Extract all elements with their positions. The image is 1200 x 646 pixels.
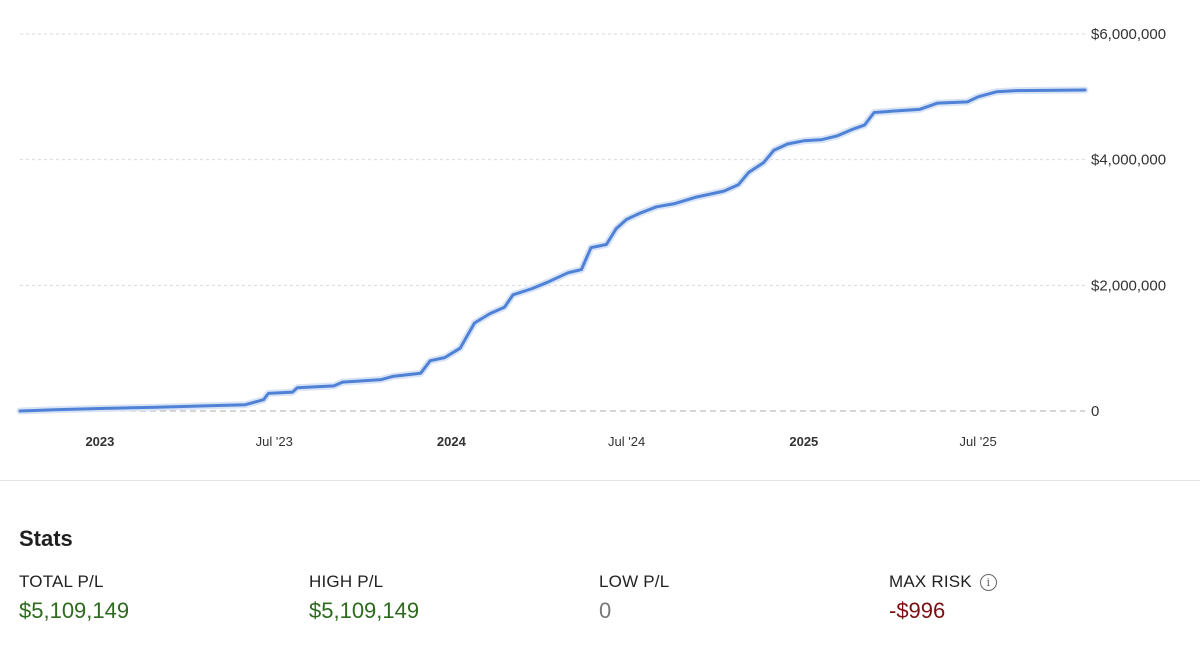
stat-high-pl: HIGH P/L $5,109,149 [309,571,419,624]
stats-heading: Stats [19,526,73,551]
y-tick-label: 0 [1091,403,1099,420]
x-tick-label: 2025 [789,434,818,449]
info-icon[interactable]: i [979,573,997,591]
series-line-halo [16,86,1089,415]
x-tick-label: 2023 [85,434,114,449]
pl-chart-svg: $6,000,000 $4,000,000 $2,000,000 0 2023 Jul … [16,26,1166,449]
stat-max-risk-label: MAX RISK [889,572,972,591]
section-divider [0,480,1200,481]
y-tick-label: $4,000,000 [1091,152,1166,169]
stat-low-pl-label: LOW P/L [599,572,670,591]
x-tick-label: Jul '24 [608,434,645,449]
x-tick-label: Jul '23 [256,434,293,449]
stat-low-pl: LOW P/L 0 [599,571,669,624]
pl-series-line [18,88,1087,413]
x-tick-label: Jul '25 [960,434,997,449]
y-tick-label: $2,000,000 [1091,277,1166,294]
stat-total-pl: TOTAL P/L $5,109,149 [19,571,129,624]
stat-high-pl-label: HIGH P/L [309,572,384,591]
stat-total-pl-value: $5,109,149 [19,598,130,623]
stat-total-pl-label: TOTAL P/L [19,572,104,591]
stat-high-pl-value: $5,109,149 [309,598,420,623]
stat-max-risk: MAX RISK i -$996 [889,571,997,624]
stat-max-risk-value: -$996 [889,598,946,623]
pl-chart: $6,000,000 $4,000,000 $2,000,000 0 2023 Jul … [16,26,1166,449]
stat-max-risk-label-row: MAX RISK i [889,571,997,593]
stat-low-pl-value: 0 [599,598,612,623]
y-tick-label: $6,000,000 [1091,26,1166,43]
x-tick-label: 2024 [437,434,467,449]
